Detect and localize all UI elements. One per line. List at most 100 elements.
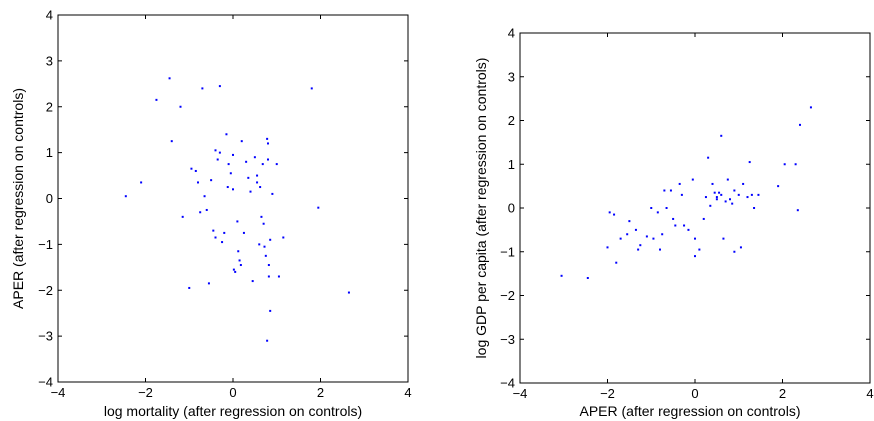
data-point <box>639 244 642 247</box>
data-point <box>663 189 666 192</box>
x-axis-label-left: log mortality (after regression on contr… <box>104 403 362 419</box>
data-point <box>225 133 228 136</box>
data-point <box>707 156 710 159</box>
data-point <box>634 228 637 231</box>
y-tick-label-left: 1 <box>46 145 53 160</box>
data-point <box>615 261 618 264</box>
data-point <box>694 237 696 240</box>
data-point <box>249 190 252 193</box>
data-point <box>796 209 799 212</box>
data-point <box>742 182 745 185</box>
data-point <box>227 163 230 166</box>
data-point <box>216 158 219 161</box>
data-point <box>748 161 751 164</box>
data-point <box>247 176 250 179</box>
data-point <box>619 237 622 240</box>
data-point <box>267 275 270 278</box>
data-point <box>720 193 723 196</box>
data-point <box>783 163 786 166</box>
data-point <box>267 142 269 145</box>
data-point <box>251 280 254 283</box>
x-tick-label-left: 2 <box>317 385 324 400</box>
data-point <box>232 153 234 156</box>
scatter-panel-right: −4 −2 0 2 4 4 3 2 1 0 −1 −2 −3 −4 APER (after regress… <box>473 26 874 420</box>
data-point <box>201 87 204 90</box>
y-tick-label-left: −3 <box>38 329 53 344</box>
data-point <box>237 250 240 253</box>
data-point <box>232 188 234 191</box>
data-point <box>223 231 226 234</box>
data-point <box>245 160 248 163</box>
data-point <box>203 195 206 198</box>
y-tick-label-right: −4 <box>500 376 515 391</box>
data-point <box>140 181 143 184</box>
data-point <box>229 172 232 175</box>
data-point <box>626 233 629 236</box>
data-point <box>733 250 736 253</box>
data-point <box>683 224 686 227</box>
x-tick-label-right: 2 <box>779 386 786 401</box>
data-point <box>256 181 259 184</box>
data-point <box>698 248 701 251</box>
data-point <box>704 196 707 199</box>
data-point <box>269 309 272 312</box>
data-point <box>212 229 215 232</box>
x-tick-label-right: 4 <box>866 386 873 401</box>
data-point <box>746 196 749 199</box>
data-point <box>199 211 202 214</box>
x-tick-label-right: 0 <box>691 386 698 401</box>
data-point <box>702 217 705 220</box>
data-point <box>310 87 313 90</box>
data-point <box>253 156 256 159</box>
data-point <box>720 134 723 137</box>
y-tick-label-left: 4 <box>46 8 53 23</box>
plot-area-left <box>57 14 409 383</box>
data-point <box>179 105 182 108</box>
data-point <box>691 178 694 181</box>
y-tick-label-left: −4 <box>38 375 53 390</box>
data-point <box>729 198 731 201</box>
data-point <box>652 237 655 240</box>
scatter-panel-left: −4 −2 0 2 4 4 3 2 1 0 −1 −2 −3 −4 log mortality (afte… <box>10 8 412 420</box>
data-point <box>207 282 210 285</box>
y-tick-label-right: −3 <box>500 332 515 347</box>
plot-area-right <box>519 32 871 384</box>
data-point <box>718 191 721 194</box>
x-tick-label-right: −2 <box>600 386 615 401</box>
data-point <box>214 236 217 239</box>
data-point <box>218 151 221 154</box>
y-tick-label-right: −1 <box>500 244 515 259</box>
y-tick-label-right: 0 <box>508 201 515 216</box>
data-point <box>197 181 199 184</box>
data-point <box>194 169 197 172</box>
data-point <box>258 243 261 246</box>
data-point <box>687 228 690 231</box>
data-point <box>645 235 648 238</box>
data-point <box>210 179 213 182</box>
data-point <box>218 85 221 88</box>
data-point <box>678 182 681 185</box>
data-point <box>724 200 727 203</box>
data-point <box>608 211 611 214</box>
data-point <box>264 254 267 257</box>
data-point <box>188 286 191 289</box>
data-point <box>240 140 243 143</box>
data-point <box>715 196 718 199</box>
data-point <box>260 215 263 218</box>
data-point <box>232 268 235 271</box>
x-tick-label-right: −4 <box>513 386 528 401</box>
data-point <box>266 339 269 342</box>
data-point <box>560 274 563 277</box>
data-point <box>669 189 672 192</box>
data-point <box>267 264 270 267</box>
data-point <box>226 186 229 189</box>
data-point <box>757 193 760 196</box>
data-point <box>659 248 661 251</box>
data-point <box>713 191 716 194</box>
data-point <box>214 149 217 152</box>
data-point <box>347 291 350 294</box>
y-tick-label-left: 3 <box>46 53 53 68</box>
data-point <box>799 123 801 126</box>
data-point <box>809 106 812 109</box>
